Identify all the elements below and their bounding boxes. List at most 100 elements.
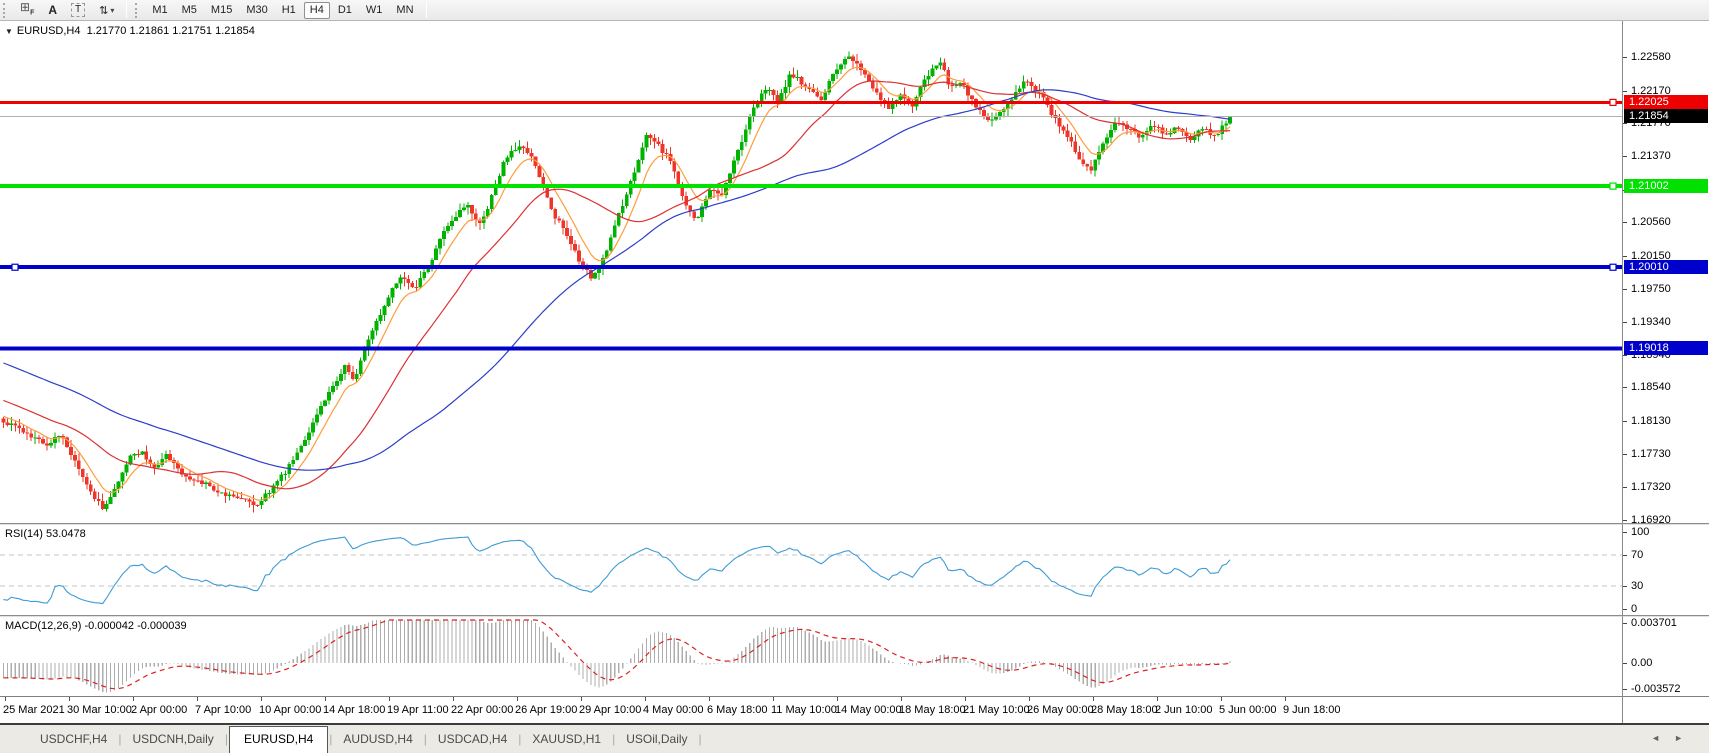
symbol-tab-usoil[interactable]: USOil,Daily xyxy=(626,732,688,746)
axis-tick xyxy=(1623,123,1627,124)
main-price-pane[interactable]: ▼ EURUSD,H4 1.21770 1.21861 1.21751 1.218… xyxy=(0,21,1622,523)
time-tick-label: 14 Apr 18:00 xyxy=(323,704,386,716)
time-tick-label: 7 Apr 10:00 xyxy=(195,704,252,716)
tab-separator: | xyxy=(118,732,122,746)
axis-tick-label: 1.19340 xyxy=(1631,316,1671,328)
axis-tick xyxy=(1623,421,1627,422)
indicators-grid-button[interactable]: ⊞F xyxy=(14,1,40,19)
axis-tick-label: 1.16920 xyxy=(1631,514,1671,523)
time-tick xyxy=(5,697,6,701)
time-tick xyxy=(69,697,70,701)
chevron-down-icon: ▾ xyxy=(110,5,115,15)
axis-tick xyxy=(1623,586,1627,587)
timeframe-button-h4[interactable]: H4 xyxy=(303,1,330,19)
time-tick-label: 26 May 00:00 xyxy=(1027,704,1094,716)
time-tick xyxy=(1221,697,1222,701)
macd-axis[interactable]: 0.003701 0.00 -0.003572 xyxy=(1622,615,1709,696)
tab-scroll-arrows: ◄► xyxy=(1651,733,1697,743)
timeframe-button-h1[interactable]: H1 xyxy=(281,4,296,16)
collapse-triangle-icon[interactable]: ▼ xyxy=(5,27,13,36)
time-tick xyxy=(709,697,710,701)
axis-tick xyxy=(1623,520,1627,521)
letter-a-icon: A xyxy=(48,3,58,17)
time-tick-label: 18 May 18:00 xyxy=(899,704,966,716)
text-label-button[interactable]: A xyxy=(42,2,63,19)
time-tick xyxy=(1093,697,1094,701)
timeframe-button-m5[interactable]: M5 xyxy=(181,4,197,16)
timeframe-button-m1[interactable]: M1 xyxy=(152,4,168,16)
toolbar-separator-2 xyxy=(425,2,427,18)
time-tick-label: 19 Apr 11:00 xyxy=(387,704,449,716)
time-tick xyxy=(389,697,390,701)
price-axis[interactable]: 1.225801.221701.217701.213701.209601.205… xyxy=(1622,21,1709,523)
axis-corner xyxy=(1622,696,1709,723)
text-box-button[interactable]: T xyxy=(65,2,91,19)
axis-tick xyxy=(1623,387,1627,388)
axis-tick xyxy=(1623,454,1627,455)
toolbar-grip-2[interactable] xyxy=(135,2,141,18)
price-line-flag: 1.21002 xyxy=(1624,179,1708,193)
ohlc-values: 1.21770 1.21861 1.21751 1.21854 xyxy=(86,25,255,37)
axis-tick xyxy=(1623,322,1627,323)
axis-tick-label: -0.003572 xyxy=(1631,683,1681,695)
tab-scroll-right-icon[interactable]: ► xyxy=(1674,733,1697,743)
symbol-tab-audusd[interactable]: AUDUSD,H4 xyxy=(343,732,413,746)
time-tick xyxy=(645,697,646,701)
axis-tick xyxy=(1623,623,1627,625)
axis-tick-label: 100 xyxy=(1631,526,1650,538)
cursor-tool-button[interactable]: ⇅ ▾ xyxy=(93,2,120,19)
rsi-pane[interactable]: RSI(14) 53.0478 xyxy=(0,523,1622,615)
time-tick xyxy=(1285,697,1286,701)
time-tick xyxy=(1157,697,1158,701)
price-line-flag: 1.22025 xyxy=(1624,95,1708,109)
time-tick xyxy=(133,697,134,701)
timeframe-button-w1[interactable]: W1 xyxy=(365,4,383,16)
rsi-axis[interactable]: 100 70 30 0 xyxy=(1622,523,1709,615)
axis-tick xyxy=(1623,156,1627,157)
tab-separator: | xyxy=(423,732,427,746)
tab-scroll-left-icon[interactable]: ◄ xyxy=(1651,733,1675,743)
macd-chart[interactable] xyxy=(0,617,1622,696)
axis-tick xyxy=(1623,532,1627,533)
time-tick xyxy=(453,697,454,701)
symbol-tab-eurusd[interactable]: EURUSD,H4 xyxy=(228,726,329,753)
macd-label: MACD(12,26,9) -0.000042 -0.000039 xyxy=(5,620,187,632)
symbol-tab-usdcad[interactable]: USDCAD,H4 xyxy=(437,732,508,746)
time-tick xyxy=(773,697,774,701)
axis-tick-label: 1.22580 xyxy=(1631,51,1671,63)
time-tick-label: 10 Apr 00:00 xyxy=(259,704,322,716)
toolbar-grip[interactable] xyxy=(3,2,9,18)
symbol-tab-usdchf[interactable]: USDCHF,H4 xyxy=(40,732,108,746)
time-tick xyxy=(197,697,198,701)
time-tick xyxy=(581,697,582,701)
time-tick xyxy=(1029,697,1030,701)
time-tick-label: 2 Apr 00:00 xyxy=(131,704,188,716)
axis-tick-label: 1.20150 xyxy=(1631,250,1671,262)
axis-tick xyxy=(1623,689,1627,690)
axis-tick-label: 1.18540 xyxy=(1631,381,1671,393)
top-toolbar: ⊞F A T ⇅ ▾ M1 M5 M15 M30 H1 H4 D1 W1 MN xyxy=(0,0,1709,21)
axis-tick-label: 1.21370 xyxy=(1631,150,1671,162)
time-tick-label: 4 May 00:00 xyxy=(643,704,704,716)
timeframe-button-mn[interactable]: MN xyxy=(396,4,414,16)
tab-separator: | xyxy=(612,732,616,746)
axis-tick xyxy=(1623,91,1627,92)
time-tick-label: 6 May 18:00 xyxy=(707,704,768,716)
timeframe-button-m15[interactable]: M15 xyxy=(210,4,233,16)
time-tick xyxy=(965,697,966,701)
axis-tick-label: 1.18130 xyxy=(1631,415,1671,427)
tab-separator: | xyxy=(224,732,228,746)
macd-pane[interactable]: MACD(12,26,9) -0.000042 -0.000039 xyxy=(0,615,1622,696)
timeframe-button-m30[interactable]: M30 xyxy=(246,4,268,16)
axis-tick-label: 1.20560 xyxy=(1631,216,1671,228)
time-tick-label: 5 Jun 00:00 xyxy=(1219,704,1277,716)
axis-tick-label: 30 xyxy=(1631,580,1644,592)
symbol-tab-usdcnh[interactable]: USDCNH,Daily xyxy=(132,732,214,746)
rsi-chart[interactable] xyxy=(0,525,1622,615)
symbol-tab-xauusd[interactable]: XAUUSD,H1 xyxy=(532,732,602,746)
timeframe-button-d1[interactable]: D1 xyxy=(337,4,352,16)
chart-tab-bar: USDCHF,H4 | USDCNH,Daily | EURUSD,H4 | AUDUSD,… xyxy=(0,723,1709,753)
axis-tick-label: 70 xyxy=(1631,549,1644,561)
candlestick-chart[interactable] xyxy=(0,21,1622,523)
time-axis[interactable]: 25 Mar 2021 30 Mar 10:00 2 Apr 00:00 7 Apr … xyxy=(0,696,1622,722)
